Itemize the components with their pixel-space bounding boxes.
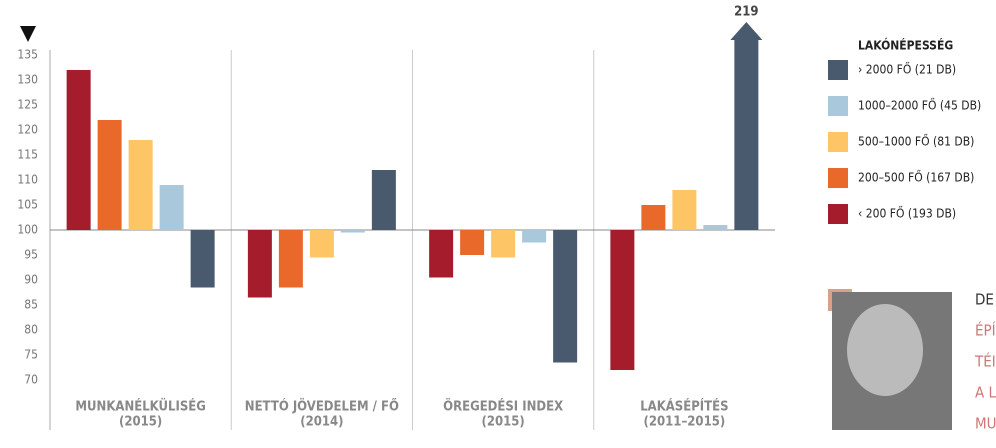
bar — [310, 230, 334, 258]
x-tick-label: LAKÁSÉPÍTÉS — [640, 399, 728, 415]
legend-label: 200–500 FŐ (167 DB) — [858, 170, 974, 185]
bar — [641, 205, 665, 230]
legend-swatch — [828, 132, 848, 152]
y-tick-label: 105 — [17, 198, 38, 212]
bar — [491, 230, 515, 258]
bar — [610, 230, 634, 370]
y-tick-label: 120 — [17, 123, 38, 137]
y-tick-label: 85 — [24, 298, 38, 312]
legend-label: ‹ 200 FŐ (193 DB) — [858, 206, 956, 221]
legend-swatch — [828, 168, 848, 188]
x-tick-sublabel: (2015) — [119, 415, 162, 430]
profile-line: A LI — [975, 384, 996, 402]
legend-swatch — [828, 60, 848, 80]
bar — [703, 225, 727, 230]
profile-line: MU — [975, 415, 996, 433]
bar — [98, 120, 122, 230]
profile-line: ÉPÍ — [975, 321, 996, 340]
x-tick-sublabel: (2015) — [482, 415, 525, 430]
profile-line: DE — [975, 291, 994, 309]
x-tick-sublabel: (2011–2015) — [644, 415, 726, 430]
bar — [279, 230, 303, 288]
bar — [67, 70, 91, 230]
bar — [672, 190, 696, 230]
overflow-arrow — [730, 22, 762, 40]
bar — [341, 230, 365, 233]
y-tick-label: 110 — [17, 173, 38, 187]
bar — [160, 185, 184, 230]
bar — [248, 230, 272, 298]
legend-label: 1000–2000 FŐ (45 DB) — [858, 98, 981, 113]
y-tick-label: 95 — [24, 248, 38, 262]
y-tick-label: 90 — [24, 273, 38, 287]
legend-label: 500–1000 FŐ (81 DB) — [858, 134, 974, 149]
x-tick-sublabel: (2014) — [300, 415, 343, 430]
y-tick-label: 70 — [24, 373, 38, 387]
y-tick-label: 75 — [24, 348, 38, 362]
profile-line: TÉI — [974, 352, 996, 371]
bar — [429, 230, 453, 278]
value-label: 219 — [734, 5, 758, 20]
bar — [522, 230, 546, 243]
bar — [372, 170, 396, 230]
bar — [460, 230, 484, 255]
chart: LAKÓNÉPESSÉG 70 75 80 85 90 95 100 105 110 115 120… — [0, 0, 996, 444]
y-tick-label: 115 — [17, 148, 38, 162]
x-tick-label: ÖREGEDÉSI INDEX — [443, 399, 563, 415]
legend-title: LAKÓNÉPESSÉG — [858, 38, 953, 53]
bar — [129, 140, 153, 230]
x-tick-label: NETTÓ JÖVEDELEM / FŐ — [245, 399, 399, 415]
x-tick-label: MUNKANÉLKÜLISÉG — [75, 399, 205, 415]
bar — [553, 230, 577, 363]
photo-face — [847, 304, 923, 396]
legend-label: › 2000 FŐ (21 DB) — [858, 62, 956, 77]
legend-swatch — [828, 204, 848, 224]
marker — [20, 26, 36, 42]
legend-swatch — [828, 96, 848, 116]
y-tick-label: 130 — [17, 73, 38, 87]
bar — [191, 230, 215, 288]
y-tick-label: 135 — [17, 48, 38, 62]
y-tick-label: 125 — [17, 98, 38, 112]
y-tick-label: 100 — [17, 223, 38, 237]
y-tick-label: 80 — [24, 323, 38, 337]
